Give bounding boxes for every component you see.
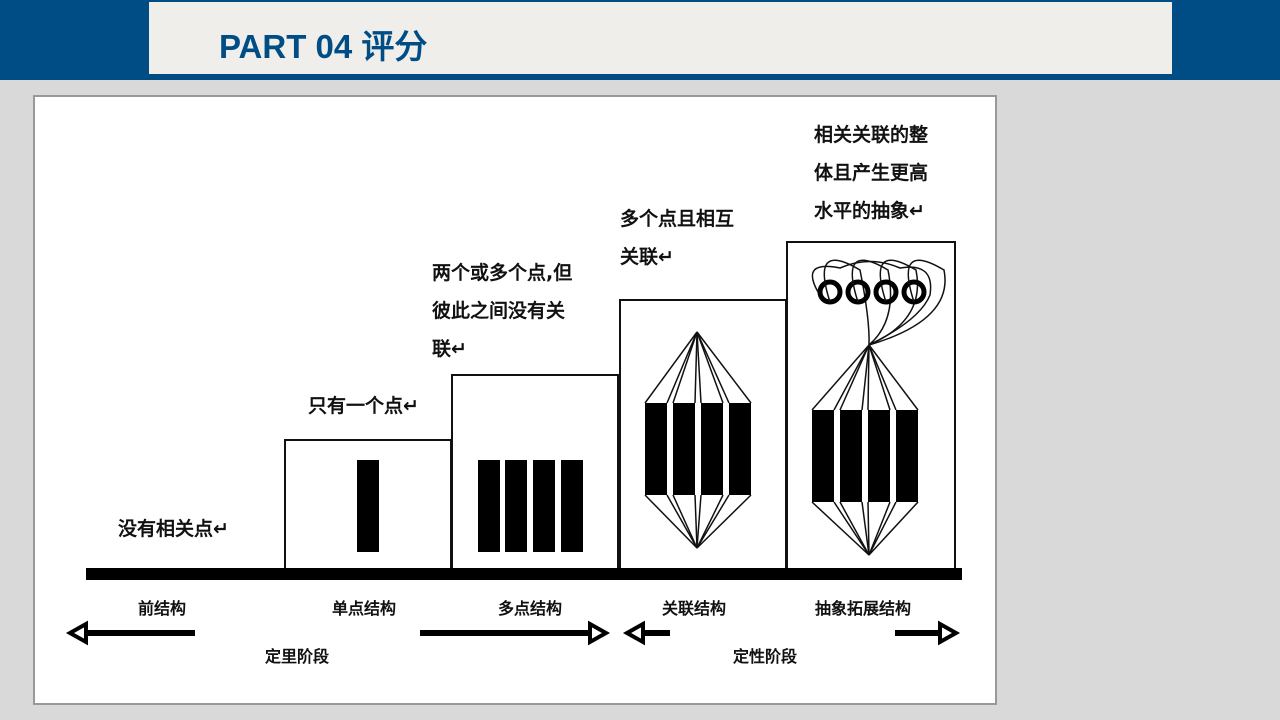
- level-name: 单点结构: [332, 599, 396, 618]
- level-description: 没有相关点↵: [118, 517, 229, 540]
- connector-line: [696, 494, 702, 549]
- level-description: 体且产生更高: [814, 161, 928, 184]
- arrow-right-head-icon: [938, 620, 961, 646]
- level-description: 只有一个点↵: [308, 394, 419, 417]
- connector-line: [696, 331, 724, 404]
- connector-line: [861, 344, 870, 411]
- level-description: 两个或多个点,但: [432, 261, 572, 284]
- connector-line: [868, 501, 891, 556]
- connector-line: [666, 331, 698, 404]
- abstraction-loop: [868, 259, 946, 346]
- connector-line: [694, 331, 698, 404]
- connector-line: [861, 501, 870, 556]
- connector-line: [868, 344, 919, 411]
- stage-label: 定里阶段: [264, 647, 330, 666]
- diagram-frame: [33, 95, 997, 705]
- connector-line: [696, 494, 724, 549]
- bar: [673, 403, 695, 495]
- level-name: 前结构: [138, 599, 186, 618]
- bar: [561, 460, 583, 552]
- bar: [645, 403, 667, 495]
- abstraction-loop: [851, 259, 892, 346]
- connector-line: [867, 344, 870, 411]
- connector-line: [839, 344, 870, 411]
- bar: [478, 460, 500, 552]
- level-description: 关联↵: [620, 245, 674, 268]
- baseline-bar: [86, 568, 962, 580]
- connector-line: [867, 501, 870, 556]
- connector-line: [672, 494, 698, 549]
- level-name: 多点结构: [498, 599, 562, 618]
- bar: [812, 410, 834, 502]
- level-description: 相关关联的整: [814, 123, 928, 146]
- connector-line: [696, 494, 730, 549]
- connector-line: [833, 344, 870, 411]
- connector-line: [644, 494, 698, 549]
- connector-line: [666, 494, 698, 549]
- level-name: 抽象拓展结构: [815, 599, 911, 618]
- bar: [505, 460, 527, 552]
- bar: [729, 403, 751, 495]
- arrow-left-head-icon: [65, 620, 88, 646]
- abstraction-loop: [811, 260, 932, 346]
- level-description: 彼此之间没有关: [432, 299, 565, 322]
- connector-line: [868, 344, 897, 411]
- bar: [533, 460, 555, 552]
- connector-line: [694, 494, 698, 549]
- arrow-right-head-icon: [588, 620, 611, 646]
- bar: [896, 410, 918, 502]
- arrow-left-head-icon: [622, 620, 645, 646]
- connector-line: [868, 501, 897, 556]
- abstraction-loop: [823, 259, 870, 346]
- header-paper-background: [149, 2, 1172, 74]
- bar: [868, 410, 890, 502]
- stage-label: 定性阶段: [732, 647, 798, 666]
- connector-line: [696, 494, 752, 549]
- connector-line: [644, 331, 698, 404]
- level-description: 水平的抽象↵: [814, 199, 925, 222]
- connector-line: [868, 501, 919, 556]
- connector-line: [811, 501, 870, 556]
- level-description: 联↵: [432, 338, 467, 360]
- node-circle: [873, 279, 899, 305]
- connector-line: [839, 501, 870, 556]
- bar: [357, 460, 379, 552]
- connector-line: [672, 331, 698, 404]
- node-circle: [901, 279, 927, 305]
- bar: [840, 410, 862, 502]
- bar: [701, 403, 723, 495]
- connector-line: [696, 331, 730, 404]
- connector-line: [868, 344, 891, 411]
- node-circle: [817, 279, 843, 305]
- abstraction-loop: [868, 259, 919, 346]
- page-title: PART 04 评分: [219, 28, 428, 65]
- connector-line: [811, 344, 870, 411]
- node-circle: [845, 279, 871, 305]
- connector-line: [696, 331, 752, 404]
- connector-line: [833, 501, 870, 556]
- connector-line: [696, 331, 702, 404]
- level-description: 多个点且相互: [620, 207, 734, 230]
- level-name: 关联结构: [662, 599, 726, 618]
